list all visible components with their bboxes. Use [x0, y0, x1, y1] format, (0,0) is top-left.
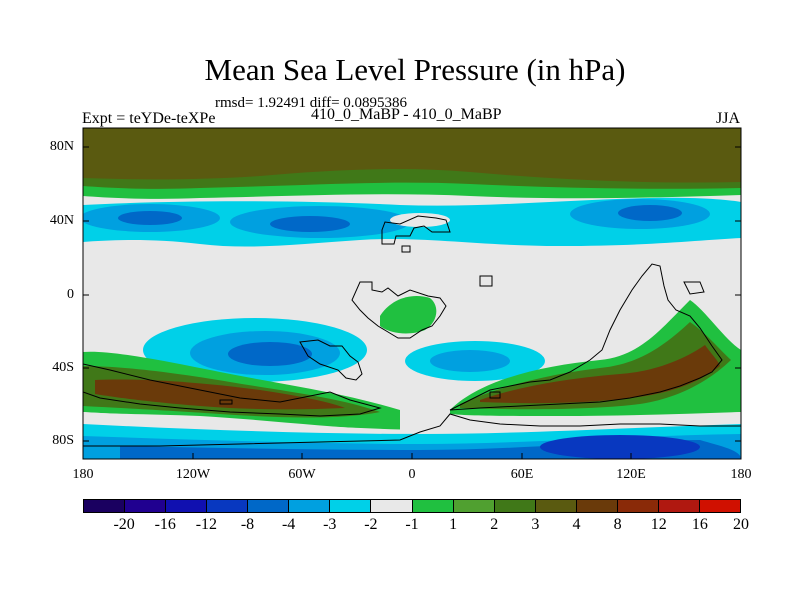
low-south-pacific-deep [228, 342, 312, 366]
south-white-gap [83, 412, 741, 434]
colorbar-swatch-7 [371, 499, 413, 513]
colorbar-label-15: 20 [733, 516, 749, 533]
colorbar-label-4: -4 [281, 516, 296, 533]
colorbar-label-3: -8 [240, 516, 255, 533]
lon-label-180-east: 180 [730, 467, 752, 482]
band-40n-white-gap [390, 213, 450, 227]
lon-label-0: 0 [408, 467, 416, 482]
lat-label-0: 0 [67, 287, 74, 302]
lon-label-120e: 120E [616, 467, 646, 482]
season-label: JJA [716, 110, 741, 127]
chart-title: Mean Sea Level Pressure (in hPa) [204, 52, 626, 87]
coastline-africa-east [449, 263, 723, 411]
colorbar-label-11: 4 [572, 516, 581, 533]
colorbar-swatch-15 [699, 499, 741, 513]
north-band-brown [83, 128, 741, 183]
coastline-east-asia [381, 215, 451, 245]
lon-label-180-west: 180 [72, 467, 94, 482]
lat-label-40n: 40N [49, 213, 74, 228]
colorbar-swatch-14 [658, 499, 700, 513]
lat-label-40s: 40S [52, 360, 74, 375]
coastline-southern-islands [219, 275, 501, 405]
colorbar-label-9: 2 [490, 516, 499, 533]
experiment-label: Expt = teYDe-teXPe [82, 110, 216, 127]
lon-label-120w: 120W [175, 467, 211, 482]
coastline-antarctica [83, 413, 741, 447]
colorbar-label-0: -20 [113, 516, 135, 533]
colorbar [83, 499, 741, 513]
colorbar-swatch-4 [248, 499, 290, 513]
colorbar-swatch-12 [576, 499, 618, 513]
colorbar-swatch-1 [125, 499, 167, 513]
colorbar-swatch-13 [617, 499, 659, 513]
colorbar-label-7: -1 [405, 516, 419, 533]
colorbar-label-8: 1 [449, 516, 458, 533]
coastline-pacific-islands [401, 245, 705, 295]
band-40n-deep-center [270, 216, 350, 232]
colorbar-label-13: 12 [650, 516, 667, 533]
low-south-atlantic-blue [430, 350, 510, 372]
colorbar-label-6: -2 [364, 516, 378, 533]
colorbar-label-2: -12 [195, 516, 218, 533]
coastline-south-america-west [83, 363, 382, 417]
antarctic-darkest-east [540, 435, 700, 459]
lat-label-80n: 80N [49, 139, 74, 154]
colorbar-swatch-5 [289, 499, 331, 513]
band-40n-deep-east [618, 205, 682, 221]
south-band-brown-east [480, 345, 720, 404]
coastline-australia [299, 339, 363, 381]
colorbar-label-10: 3 [531, 516, 540, 533]
lon-label-60w: 60W [288, 467, 316, 482]
colorbar-label-1: -16 [154, 516, 176, 533]
lat-label-80s: 80S [52, 433, 74, 448]
colorbar-swatch-0 [83, 499, 126, 513]
colorbar-swatch-8 [412, 499, 454, 513]
experiment-pair-label: 410_0_MaBP - 410_0_MaBP [311, 106, 502, 123]
rmsd-diff-stats: rmsd= 1.92491 diff= 0.0895386 [215, 95, 408, 111]
colorbar-label-12: 8 [613, 516, 622, 533]
colorbar-swatch-9 [453, 499, 495, 513]
colorbar-swatch-10 [494, 499, 536, 513]
colorbar-swatch-2 [166, 499, 208, 513]
colorbar-swatch-11 [535, 499, 577, 513]
coastline-maritime [351, 281, 447, 339]
colorbar-swatch-3 [207, 499, 249, 513]
colorbar-label-14: 16 [691, 516, 708, 533]
band-40n-deep-west [118, 211, 182, 225]
lon-label-60e: 60E [510, 467, 534, 482]
colorbar-label-5: -3 [323, 516, 337, 533]
green-patch-maritime [380, 296, 437, 334]
colorbar-swatch-6 [330, 499, 372, 513]
